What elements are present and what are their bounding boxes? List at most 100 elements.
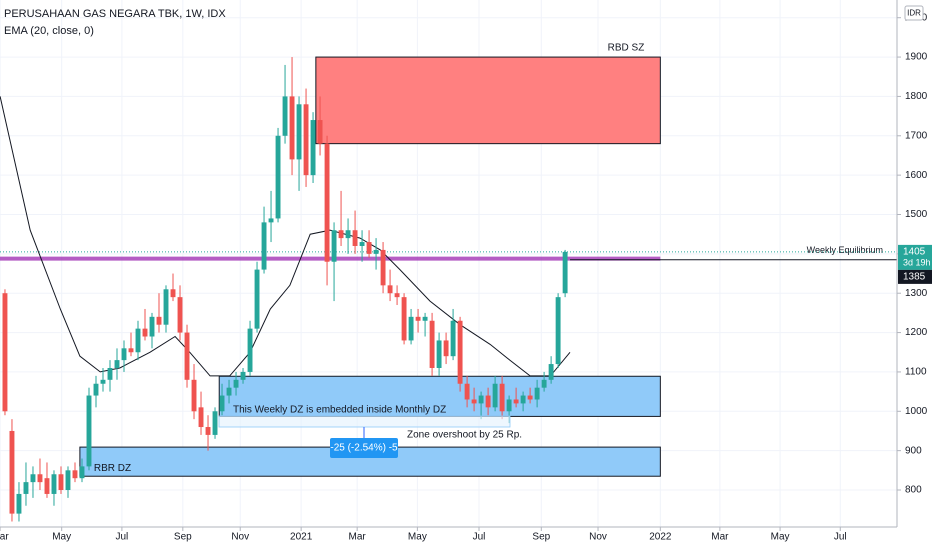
candle-body <box>86 395 92 467</box>
candle-body <box>520 395 526 404</box>
x-tick-label: 2022 <box>649 532 672 543</box>
candle-body <box>513 399 519 404</box>
x-tick-label: 2021 <box>290 532 313 543</box>
y-tick-label: 900 <box>905 445 922 456</box>
candle-body <box>142 328 148 337</box>
candle-body <box>233 379 239 388</box>
candle-body <box>394 293 400 298</box>
y-tick-label: 1900 <box>905 52 928 63</box>
candle-body <box>177 297 183 333</box>
candle-body <box>471 399 477 404</box>
candle-body <box>282 96 288 136</box>
candle-body <box>205 427 211 435</box>
candle-body <box>240 371 246 380</box>
candle-body <box>310 120 316 176</box>
x-tick-label: Mar <box>349 532 367 543</box>
x-tick-label: Jul <box>473 532 486 543</box>
candle-body <box>198 407 204 428</box>
candle-body <box>51 474 57 494</box>
candle-body <box>387 285 393 294</box>
candle-body <box>268 218 274 223</box>
x-tick-label: Sep <box>532 532 550 543</box>
candle-body <box>184 332 190 380</box>
candle-body <box>44 478 50 494</box>
ema-legend: EMA (20, close, 0) <box>4 25 94 37</box>
candle-body <box>534 387 540 400</box>
y-tick-label: 1600 <box>905 170 928 181</box>
x-tick-label: Jul <box>116 532 129 543</box>
candle-body <box>212 411 218 435</box>
candle-body <box>352 230 358 246</box>
equilibrium-badge-label: 1385 <box>903 272 926 283</box>
y-tick-label: 1000 <box>905 406 928 417</box>
x-tick-label: Mar <box>0 532 9 543</box>
candle-body <box>331 230 337 262</box>
candle-body <box>191 379 197 412</box>
measure-box <box>330 438 398 458</box>
x-tick-label: May <box>771 532 790 543</box>
candle-body <box>485 395 491 408</box>
candle-body <box>30 474 36 483</box>
candle-body <box>450 320 456 357</box>
y-tick-label: 800 <box>905 485 922 496</box>
x-tick-label: Sep <box>174 532 192 543</box>
currency-box <box>904 5 924 21</box>
candle-body <box>58 474 64 491</box>
x-tick-label: Jul <box>834 532 847 543</box>
candle-body <box>121 348 127 361</box>
candle-body <box>408 316 414 341</box>
candle-body <box>555 297 561 365</box>
candle-body <box>527 395 533 400</box>
candle-body <box>100 379 106 384</box>
axes: 8009001000110012001300140015001600170018… <box>0 12 932 543</box>
measure-range <box>218 415 511 428</box>
candle-body <box>457 320 463 384</box>
candle-body <box>37 474 43 483</box>
zone <box>315 56 661 145</box>
candle-body <box>247 328 253 372</box>
candle-body <box>254 269 260 329</box>
candle-body <box>429 320 435 368</box>
candle-body <box>296 104 302 160</box>
overshoot-note: Zone overshoot by 25 Rp. <box>407 430 522 441</box>
y-tick-label: 1300 <box>905 288 928 299</box>
candle-body <box>422 316 428 321</box>
y-tick-label: 1500 <box>905 209 928 220</box>
candle-body <box>107 367 113 380</box>
candle-body <box>373 249 379 254</box>
candle-body <box>2 293 8 412</box>
candle-body <box>345 230 351 239</box>
candle-body <box>464 383 470 400</box>
candle-body <box>219 395 225 412</box>
candle-body <box>366 242 372 254</box>
candle-body <box>401 297 407 341</box>
equilibrium-label: Weekly Equilibrium <box>807 245 883 255</box>
x-tick-label: May <box>408 532 427 543</box>
candle-body <box>9 430 15 514</box>
y-tick-label: 1100 <box>905 367 927 378</box>
candle-body <box>436 340 442 368</box>
zones: RBD SZ RBR DZ <box>79 43 661 477</box>
candle-body <box>492 383 498 408</box>
candle-body <box>72 470 78 479</box>
candle-body <box>170 289 176 298</box>
candle-body <box>324 143 330 262</box>
candle-body <box>303 104 309 176</box>
candle-body <box>415 316 421 321</box>
candle-body <box>79 466 85 479</box>
candle-body <box>226 387 232 396</box>
candle-body <box>380 249 386 286</box>
candle-body <box>548 364 554 380</box>
zone-label: RBD SZ <box>608 43 645 54</box>
candle-body <box>135 328 141 353</box>
equilibrium-badge <box>898 269 932 284</box>
candle-body <box>506 399 512 412</box>
measure-label: -25 (-2.54%) -5 <box>330 443 398 454</box>
countdown-label: 3d 19h <box>903 257 931 267</box>
price-badge-label: 1405 <box>903 247 926 258</box>
currency: IDR <box>907 9 921 18</box>
candle-body <box>289 96 295 160</box>
candle-body <box>23 482 29 494</box>
y-tick-label: 1700 <box>905 130 928 141</box>
